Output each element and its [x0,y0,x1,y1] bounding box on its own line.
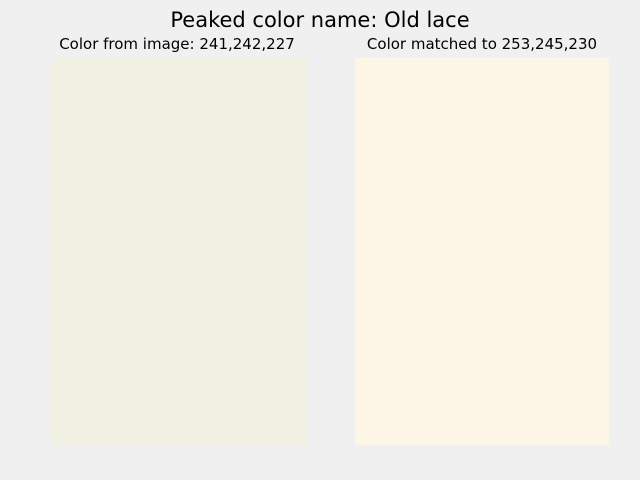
matched-color-title: Color matched to 253,245,230 [366,35,598,53]
matched-color-swatch [355,58,609,445]
image-color-swatch [52,58,307,445]
image-color-title: Color from image: 241,242,227 [59,35,295,53]
figure-title: Peaked color name: Old lace [170,8,470,32]
